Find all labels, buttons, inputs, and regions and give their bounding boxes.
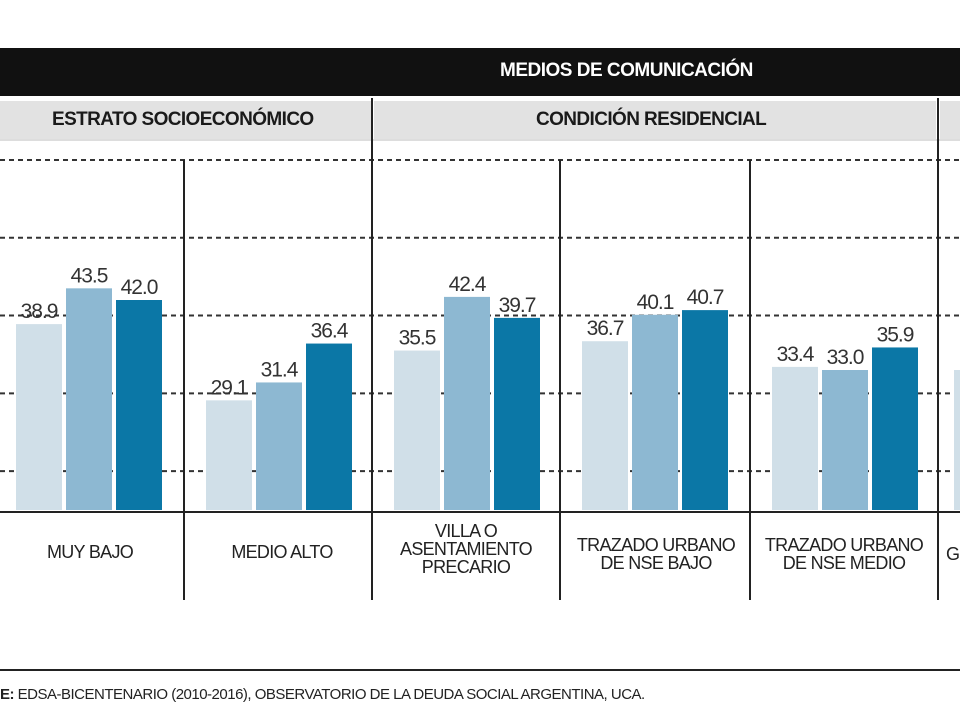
bar [494, 317, 540, 510]
source-text: EDSA-BICENTENARIO (2010-2016), OBSERVATO… [17, 686, 646, 703]
data-label: 42.0 [121, 276, 158, 299]
category-label: TRAZADO URBANO DE NSE MEDIO [754, 536, 934, 572]
data-label: 33.4 [777, 343, 815, 366]
data-label: 33.0 [827, 346, 864, 369]
header-bar [0, 48, 960, 96]
bar [582, 341, 628, 510]
bar [394, 350, 440, 510]
bar [872, 347, 918, 510]
bar [682, 310, 728, 510]
data-label: 35.9 [877, 323, 914, 346]
category-label-line: VILLA O [434, 521, 498, 541]
data-label: 38.9 [21, 300, 58, 323]
data-label: 43.5 [71, 264, 108, 287]
bar [256, 382, 302, 510]
category-label-line: PRECARIO [421, 557, 511, 577]
group-header-condicion-bg [374, 101, 936, 139]
bar [116, 300, 162, 510]
bar [16, 324, 62, 510]
category-label-line: MUY BAJO [46, 542, 134, 562]
data-label: 39.7 [499, 294, 536, 317]
category-label-line: TRAZADO URBANO [764, 535, 924, 555]
bar [822, 370, 868, 510]
data-label: 36.7 [587, 317, 624, 340]
group-header-next-bg [940, 101, 960, 139]
data-label: 29.1 [211, 376, 248, 399]
bar [206, 400, 252, 510]
data-label: 31.4 [261, 358, 299, 381]
category-label-line: DE NSE BAJO [600, 553, 712, 573]
data-label: 40.1 [637, 291, 674, 314]
data-label: 36.4 [311, 320, 349, 343]
category-label-line: MEDIO ALTO [231, 542, 333, 562]
category-label-line: DE NSE MEDIO [782, 553, 906, 573]
bar [954, 370, 960, 510]
category-label-line: ASENTAMIENTO [400, 539, 533, 559]
category-label: MEDIO ALTO [192, 543, 372, 561]
group-header-estrato-bg [0, 101, 372, 139]
data-label: 42.4 [449, 273, 487, 296]
source-prefix: E: [0, 686, 15, 703]
bar [632, 314, 678, 510]
source-note: E: EDSA-BICENTENARIO (2010-2016), OBSERV… [0, 686, 645, 703]
category-label-line: TRAZADO URBANO [576, 535, 736, 555]
group-header-condicion: CONDICIÓN RESIDENCIAL [536, 109, 767, 130]
bar [66, 288, 112, 510]
category-label-partial: G [946, 545, 960, 563]
chart-title: MEDIOS DE COMUNICACIÓN [500, 60, 753, 81]
category-label: TRAZADO URBANO DE NSE BAJO [566, 536, 746, 572]
group-header-estrato: ESTRATO SOCIOECONÓMICO [52, 109, 314, 130]
data-label: 35.5 [399, 327, 436, 350]
bar [772, 366, 818, 510]
data-label: 40.7 [687, 286, 724, 309]
category-label: MUY BAJO [0, 543, 180, 561]
bar [444, 296, 490, 510]
bar [306, 343, 352, 510]
category-label: VILLA O ASENTAMIENTO PRECARIO [376, 522, 556, 576]
